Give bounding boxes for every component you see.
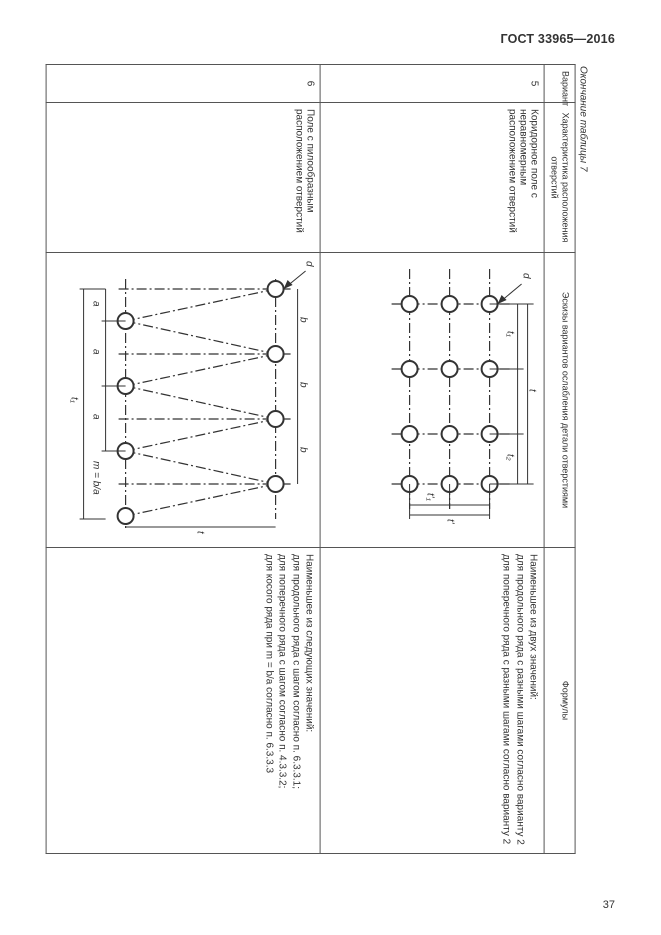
desc-cell: Поле с пилообразным расположением отверс… (47, 103, 321, 253)
formula-line: для продольного ряда с шагом согласно п.… (289, 554, 303, 847)
dim-a: a (91, 301, 102, 307)
desc-text: Коридорное поле с неравномерным располож… (507, 109, 540, 233)
dim-t1: t₁ (69, 397, 80, 403)
table-row: 5 Коридорное поле с неравномерным распол… (321, 65, 545, 854)
dim-t: t (527, 389, 538, 393)
dim-b: b (298, 317, 309, 323)
formula-cell: Наименьшее из следующих значений: для пр… (47, 548, 321, 854)
dim-t: t (195, 531, 206, 535)
col-sketch: Эскизы вариантов ослабления детали отвер… (545, 253, 576, 548)
dim-tp1: t'₁ (425, 493, 436, 501)
table-viewport: Окончание таблицы 7 Вариант Характеристи… (46, 64, 615, 854)
gost-table: Вариант Характеристика расположения отве… (46, 64, 576, 854)
sketch-cell: t t₁ t₂ t' t'₁ (321, 253, 545, 548)
table-caption: Окончание таблицы 7 (578, 66, 589, 854)
formula-line: для поперечного ряда с шагом согласно п.… (276, 554, 290, 847)
formula-title: Наименьшее из двух значений: (527, 554, 541, 847)
table-header-row: Вариант Характеристика расположения отве… (545, 65, 576, 854)
col-variant: Вариант (545, 65, 576, 103)
dim-b: b (298, 447, 309, 453)
dim-b: b (298, 382, 309, 388)
page-number: 37 (603, 899, 615, 911)
desc-cell: Коридорное поле с неравномерным располож… (321, 103, 545, 253)
dim-d: d (304, 261, 315, 267)
doc-header: ГОСТ 33965—2016 (46, 32, 615, 46)
dim-m: m = b/a (91, 461, 102, 495)
formula-line: для продольного ряда с разными шагами со… (513, 554, 527, 847)
dim-d: d (521, 273, 532, 279)
diagram-sawtooth: t₁ (66, 259, 316, 539)
formula-line: для поперечного ряда с разными шагами со… (500, 554, 514, 847)
diagram-corridor: t t₁ t₂ t' t'₁ (340, 259, 540, 529)
formula-cell: Наименьшее из двух значений: для продоль… (321, 548, 545, 854)
dim-tp: t' (445, 519, 456, 525)
formula-title: Наименьшее из следующих значений: (303, 554, 317, 847)
dim-a: a (91, 349, 102, 355)
dim-a: a (91, 414, 102, 420)
sketch-cell: t₁ (47, 253, 321, 548)
col-formula: Формулы (545, 548, 576, 854)
col-desc: Характеристика расположения отверстий (545, 103, 576, 253)
dim-t2: t₂ (505, 454, 516, 461)
formula-line: для косого ряда при m = b/a согласно п. … (262, 554, 276, 847)
desc-text: Поле с пилообразным расположением отверс… (294, 109, 316, 233)
dim-t1: t₁ (505, 331, 516, 337)
table-row: 6 Поле с пилообразным расположением отве… (47, 65, 321, 854)
variant-cell: 6 (47, 65, 321, 103)
variant-cell: 5 (321, 65, 545, 103)
